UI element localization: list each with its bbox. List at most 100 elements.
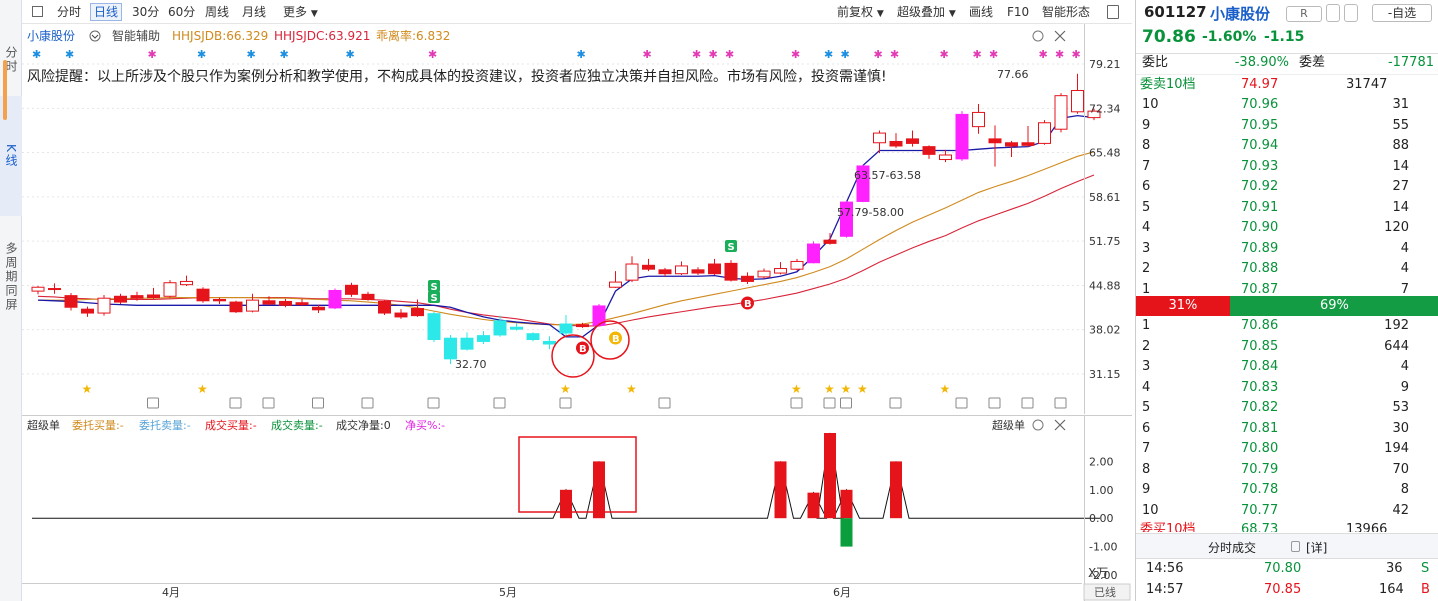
indicator-chart[interactable]: 超级单 委托买量:- 委托卖量:- 成交买量:- 成交卖量:- 成交净量:0 净…: [22, 415, 1132, 601]
tab-timeshare[interactable]: 分时: [57, 5, 82, 19]
candle[interactable]: [81, 306, 94, 317]
candle[interactable]: [955, 111, 969, 161]
candle[interactable]: [873, 130, 886, 154]
more-menu[interactable]: 更多 ▼: [280, 3, 321, 21]
candle[interactable]: [724, 260, 738, 282]
candle[interactable]: [609, 271, 622, 288]
news-icon[interactable]: [229, 397, 242, 409]
candle[interactable]: [163, 280, 177, 298]
assist-label[interactable]: 智能辅助: [112, 28, 160, 43]
candle[interactable]: [1038, 120, 1051, 145]
candle[interactable]: [757, 268, 771, 279]
candle[interactable]: [543, 336, 556, 350]
book-row[interactable]: 10 70.77 42: [1136, 501, 1438, 522]
candle[interactable]: [856, 164, 870, 203]
candle[interactable]: [1054, 93, 1068, 133]
tab-daily[interactable]: 日线: [90, 3, 123, 21]
book-row[interactable]: 1 70.87 7: [1136, 280, 1438, 301]
sell-signal-icon[interactable]: S: [725, 240, 737, 253]
candle[interactable]: [559, 314, 573, 336]
candle[interactable]: [592, 304, 606, 327]
settings-icon[interactable]: [1032, 30, 1044, 42]
book-row[interactable]: 2 70.88 4: [1136, 259, 1438, 280]
candle[interactable]: [922, 145, 936, 159]
candle[interactable]: [906, 130, 919, 147]
candle[interactable]: [312, 304, 325, 314]
news-icon[interactable]: [988, 397, 1001, 409]
candle[interactable]: [1071, 73, 1084, 114]
lock-icon[interactable]: [1291, 541, 1300, 552]
candle[interactable]: [48, 283, 61, 294]
book-row[interactable]: 6 70.92 27: [1136, 177, 1438, 198]
candle[interactable]: [939, 149, 952, 163]
tab-multi-period[interactable]: 多周期同屏: [4, 242, 18, 312]
settings-icon[interactable]: [1032, 419, 1044, 431]
candle[interactable]: [526, 332, 540, 342]
candle[interactable]: [972, 104, 985, 134]
news-icon[interactable]: [361, 397, 374, 409]
tab-timeshare[interactable]: 分时: [4, 46, 18, 74]
candle[interactable]: [97, 294, 111, 316]
candle[interactable]: [213, 297, 226, 305]
candle[interactable]: [147, 287, 160, 299]
book-row[interactable]: 5 70.82 53: [1136, 398, 1438, 419]
checkbox-icon[interactable]: [32, 6, 43, 17]
candle[interactable]: [295, 298, 309, 306]
book-row[interactable]: 7 70.80 194: [1136, 439, 1438, 460]
buy-signal-icon[interactable]: B: [609, 331, 622, 346]
news-icon[interactable]: [427, 397, 440, 409]
news-icon[interactable]: [493, 397, 506, 409]
candle[interactable]: [328, 288, 342, 310]
book-row[interactable]: 6 70.81 30: [1136, 419, 1438, 440]
news-icon[interactable]: [790, 397, 803, 409]
candle[interactable]: [774, 262, 787, 275]
candle[interactable]: [279, 298, 292, 308]
price-adjust-menu[interactable]: 前复权 ▼: [834, 3, 887, 21]
candle[interactable]: [510, 323, 523, 331]
candle[interactable]: [807, 241, 820, 264]
book-row[interactable]: 7 70.93 14: [1136, 157, 1438, 178]
candle[interactable]: [427, 311, 441, 343]
news-icon[interactable]: [147, 397, 159, 409]
book-row[interactable]: 8 70.94 88: [1136, 136, 1438, 157]
window-icon[interactable]: [1107, 5, 1119, 19]
candle[interactable]: [246, 293, 259, 313]
bell-icon[interactable]: [1344, 4, 1358, 22]
candle[interactable]: [477, 331, 490, 345]
news-icon[interactable]: [312, 397, 324, 409]
tab-kline[interactable]: K线: [0, 96, 22, 216]
candle[interactable]: [180, 275, 193, 286]
candle[interactable]: [988, 125, 1002, 167]
candle[interactable]: [658, 267, 672, 277]
tab-60min[interactable]: 60分: [168, 5, 196, 19]
trades-detail-link[interactable]: [详]: [1306, 541, 1328, 555]
candle[interactable]: [196, 287, 210, 303]
candle[interactable]: [114, 293, 127, 305]
news-icon[interactable]: [559, 397, 572, 409]
candle[interactable]: [64, 293, 78, 311]
candle[interactable]: [130, 291, 144, 301]
candle[interactable]: [229, 300, 243, 314]
book-row[interactable]: 9 70.78 8: [1136, 480, 1438, 501]
news-icon[interactable]: [658, 397, 671, 409]
buy-signal-icon[interactable]: B: [741, 296, 754, 311]
candle[interactable]: [460, 332, 474, 351]
close-icon[interactable]: [1054, 419, 1066, 431]
candle[interactable]: [1021, 125, 1035, 148]
dropdown-icon[interactable]: [89, 30, 101, 42]
candle[interactable]: [444, 334, 457, 365]
candle[interactable]: [889, 133, 903, 148]
news-icon[interactable]: [823, 397, 836, 409]
book-row[interactable]: 3 70.89 4: [1136, 239, 1438, 260]
news-icon[interactable]: [1021, 397, 1034, 409]
tab-30min[interactable]: 30分: [132, 5, 160, 19]
book-row[interactable]: 8 70.79 70: [1136, 460, 1438, 481]
book-row[interactable]: 4 70.83 9: [1136, 378, 1438, 399]
f10-button[interactable]: F10: [1007, 5, 1030, 19]
candle[interactable]: [625, 256, 639, 283]
candle[interactable]: [741, 272, 754, 285]
candle[interactable]: [576, 322, 589, 328]
buy-signal-icon[interactable]: B: [576, 341, 589, 356]
book-row[interactable]: 3 70.84 4: [1136, 357, 1438, 378]
candle[interactable]: [708, 258, 721, 275]
